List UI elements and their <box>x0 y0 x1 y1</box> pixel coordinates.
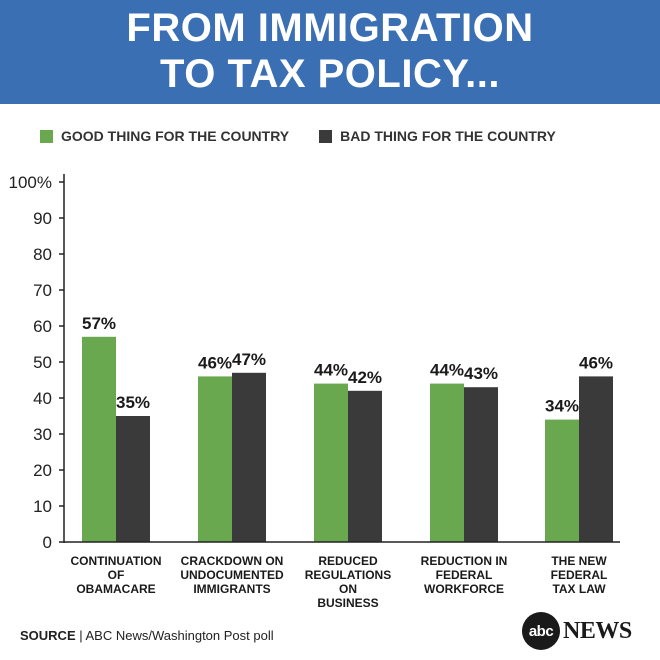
category-label: IMMIGRANTS <box>193 582 270 596</box>
y-tick-label: 100% <box>9 173 52 192</box>
category-label: UNDOCUMENTED <box>180 568 284 582</box>
y-tick-label: 30 <box>33 425 52 444</box>
category-label: THE NEW <box>551 554 607 568</box>
data-label: 47% <box>232 350 266 369</box>
category-label: BUSINESS <box>317 596 378 610</box>
data-label: 44% <box>314 361 348 380</box>
data-label: 57% <box>82 314 116 333</box>
abc-logo-circle: abc <box>522 612 560 650</box>
category-label: ON <box>339 582 357 596</box>
bar-chart: 0 10 20 30 40 50 60 70 80 90 100% 57% 46% 44% 44% 34% 35… <box>9 173 620 610</box>
legend: GOOD THING FOR THE COUNTRY BAD THING FOR… <box>40 126 586 146</box>
category-label: FEDERAL <box>551 568 608 582</box>
bar-bad <box>116 416 150 542</box>
category-label: CONTINUATION <box>70 554 161 568</box>
data-label: 46% <box>198 353 232 372</box>
category-label: WORKFORCE <box>424 582 504 596</box>
data-label: 42% <box>348 368 382 387</box>
title-banner: FROM IMMIGRATION TO TAX POLICY... <box>0 0 660 104</box>
category-label: OF <box>108 568 125 582</box>
data-label: 43% <box>464 364 498 383</box>
y-tick-label: 60 <box>33 317 52 336</box>
bar-good <box>314 383 348 542</box>
y-tick-label: 40 <box>33 389 52 408</box>
bar-bad <box>348 390 382 542</box>
source-note: SOURCE | ABC News/Washington Post poll <box>20 628 274 643</box>
data-label: 46% <box>579 353 613 372</box>
category-label: TAX LAW <box>552 582 606 596</box>
bar-bad <box>232 372 266 542</box>
bar-good <box>82 336 116 542</box>
category-label: REDUCED <box>318 554 378 568</box>
y-tick-label: 90 <box>33 209 52 228</box>
y-tick-label: 10 <box>33 497 52 516</box>
data-label: 44% <box>430 361 464 380</box>
bar-good <box>430 383 464 542</box>
legend-item-bad: BAD THING FOR THE COUNTRY <box>319 128 556 144</box>
bar-good <box>198 376 232 542</box>
y-tick-label: 20 <box>33 461 52 480</box>
data-label: 35% <box>116 393 150 412</box>
bar-bad <box>464 387 498 542</box>
bar-bad <box>579 376 613 542</box>
legend-swatch-good <box>40 129 53 143</box>
y-tick-label: 70 <box>33 281 52 300</box>
data-label: 34% <box>545 397 579 416</box>
category-label: REDUCTION IN <box>421 554 508 568</box>
source-text: | ABC News/Washington Post poll <box>75 628 274 643</box>
bar-good <box>545 419 579 542</box>
title-line-1: FROM IMMIGRATION <box>126 6 534 50</box>
legend-swatch-bad <box>319 129 333 143</box>
legend-label-good: GOOD THING FOR THE COUNTRY <box>61 128 290 144</box>
y-tick-label: 0 <box>43 533 52 552</box>
title-line-2: TO TAX POLICY... <box>160 52 500 96</box>
abc-news-logo: abc NEWS <box>522 612 632 650</box>
legend-label-bad: BAD THING FOR THE COUNTRY <box>340 128 556 144</box>
source-label: SOURCE <box>20 628 76 643</box>
category-label: CRACKDOWN ON <box>181 554 284 568</box>
y-tick-label: 80 <box>33 245 52 264</box>
category-label: FEDERAL <box>436 568 493 582</box>
category-label: OBAMACARE <box>76 582 155 596</box>
category-label: REGULATIONS <box>305 568 391 582</box>
y-tick-label: 50 <box>33 353 52 372</box>
news-wordmark: NEWS <box>563 617 632 644</box>
legend-item-good: GOOD THING FOR THE COUNTRY <box>40 128 289 144</box>
